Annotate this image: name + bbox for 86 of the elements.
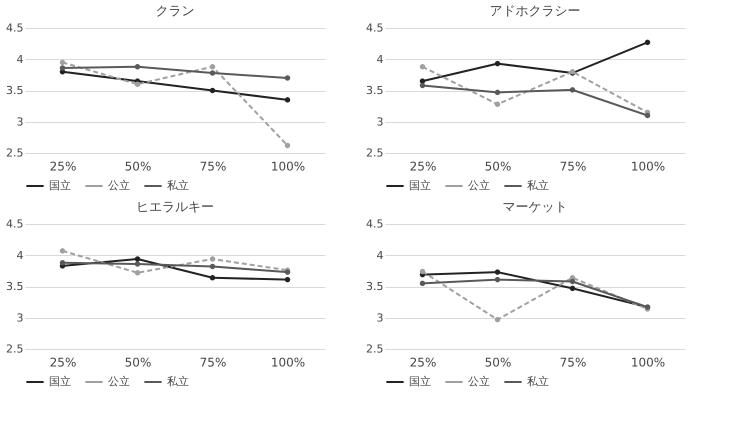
x-tick-label: 50% bbox=[124, 356, 152, 370]
legend-label: 公立 bbox=[108, 375, 130, 388]
x-tick-label: 75% bbox=[560, 356, 586, 370]
x-tick-label: 75% bbox=[560, 160, 586, 174]
point bbox=[134, 270, 140, 276]
chart-title: アドホクラシー bbox=[490, 4, 580, 19]
point bbox=[644, 40, 650, 46]
point bbox=[494, 60, 500, 66]
point bbox=[210, 70, 216, 76]
x-tick-label: 75% bbox=[200, 356, 226, 370]
legend-label: 私立 bbox=[167, 375, 189, 388]
point bbox=[494, 269, 500, 275]
legend-label: 私立 bbox=[527, 375, 549, 388]
point bbox=[494, 90, 500, 96]
y-tick-label: 4.5 bbox=[366, 22, 384, 34]
y-tick-label: 4 bbox=[16, 248, 24, 262]
point bbox=[570, 278, 576, 284]
y-tick-label: 3 bbox=[376, 311, 384, 324]
y-tick-label: 4 bbox=[376, 248, 384, 262]
y-tick-label: 3 bbox=[376, 115, 384, 128]
point bbox=[284, 97, 290, 103]
point bbox=[134, 82, 140, 87]
legend-label: 国立 bbox=[49, 179, 71, 192]
y-tick-label: 3 bbox=[16, 115, 24, 128]
point bbox=[60, 65, 66, 71]
point bbox=[60, 60, 66, 66]
legend-label: 公立 bbox=[468, 179, 490, 192]
point bbox=[570, 286, 576, 292]
legend-label: 私立 bbox=[167, 179, 189, 192]
point bbox=[420, 82, 426, 88]
x-tick-label: 50% bbox=[484, 356, 512, 370]
point bbox=[210, 88, 216, 94]
point bbox=[420, 268, 426, 274]
y-tick-label: 2.5 bbox=[366, 146, 384, 160]
x-tick-label: 100% bbox=[270, 356, 306, 370]
y-tick-label: 3.5 bbox=[366, 84, 384, 97]
y-tick-label: 4.5 bbox=[6, 22, 24, 34]
point bbox=[420, 280, 426, 286]
point bbox=[494, 316, 500, 322]
legend-label: 公立 bbox=[108, 179, 130, 192]
point bbox=[284, 276, 290, 282]
x-tick-label: 25% bbox=[50, 160, 76, 174]
point bbox=[284, 75, 290, 81]
y-tick-label: 4 bbox=[16, 52, 24, 66]
point bbox=[210, 264, 216, 270]
y-tick-label: 4.5 bbox=[366, 218, 384, 230]
point bbox=[210, 256, 216, 262]
x-tick-label: 75% bbox=[200, 160, 226, 174]
point bbox=[644, 112, 650, 118]
legend-label: 国立 bbox=[409, 179, 431, 192]
legend-label: 私立 bbox=[527, 179, 549, 192]
point bbox=[494, 276, 500, 282]
point bbox=[570, 87, 576, 93]
legend-label: 公立 bbox=[468, 375, 490, 388]
x-tick-label: 50% bbox=[484, 160, 512, 174]
point bbox=[284, 142, 290, 148]
x-tick-label: 100% bbox=[630, 160, 666, 174]
x-tick-label: 50% bbox=[124, 160, 152, 174]
chart-title: マーケット bbox=[502, 200, 568, 215]
x-tick-label: 25% bbox=[410, 160, 436, 174]
y-tick-label: 3.5 bbox=[366, 280, 384, 293]
y-tick-label: 2.5 bbox=[6, 342, 24, 356]
chart-title: ヒエラルキー bbox=[136, 200, 214, 215]
y-tick-label: 3 bbox=[16, 311, 24, 324]
y-tick-label: 4 bbox=[376, 52, 384, 66]
point bbox=[134, 256, 140, 262]
x-tick-label: 25% bbox=[50, 356, 76, 370]
point bbox=[420, 64, 426, 70]
point bbox=[210, 275, 216, 280]
point bbox=[494, 102, 500, 107]
point bbox=[60, 260, 66, 266]
point bbox=[134, 261, 140, 267]
y-tick-label: 3.5 bbox=[6, 280, 24, 293]
point bbox=[60, 248, 66, 254]
legend-label: 国立 bbox=[409, 375, 431, 388]
legend-label: 国立 bbox=[49, 375, 71, 388]
x-tick-label: 100% bbox=[630, 356, 666, 370]
point bbox=[210, 64, 216, 70]
x-tick-label: 100% bbox=[270, 160, 306, 174]
y-tick-label: 2.5 bbox=[6, 146, 24, 160]
chart-title: クラン bbox=[156, 4, 194, 19]
x-tick-label: 25% bbox=[410, 356, 436, 370]
y-tick-label: 2.5 bbox=[366, 342, 384, 356]
point bbox=[134, 64, 140, 70]
y-tick-label: 4.5 bbox=[6, 218, 24, 230]
y-tick-label: 3.5 bbox=[6, 84, 24, 97]
